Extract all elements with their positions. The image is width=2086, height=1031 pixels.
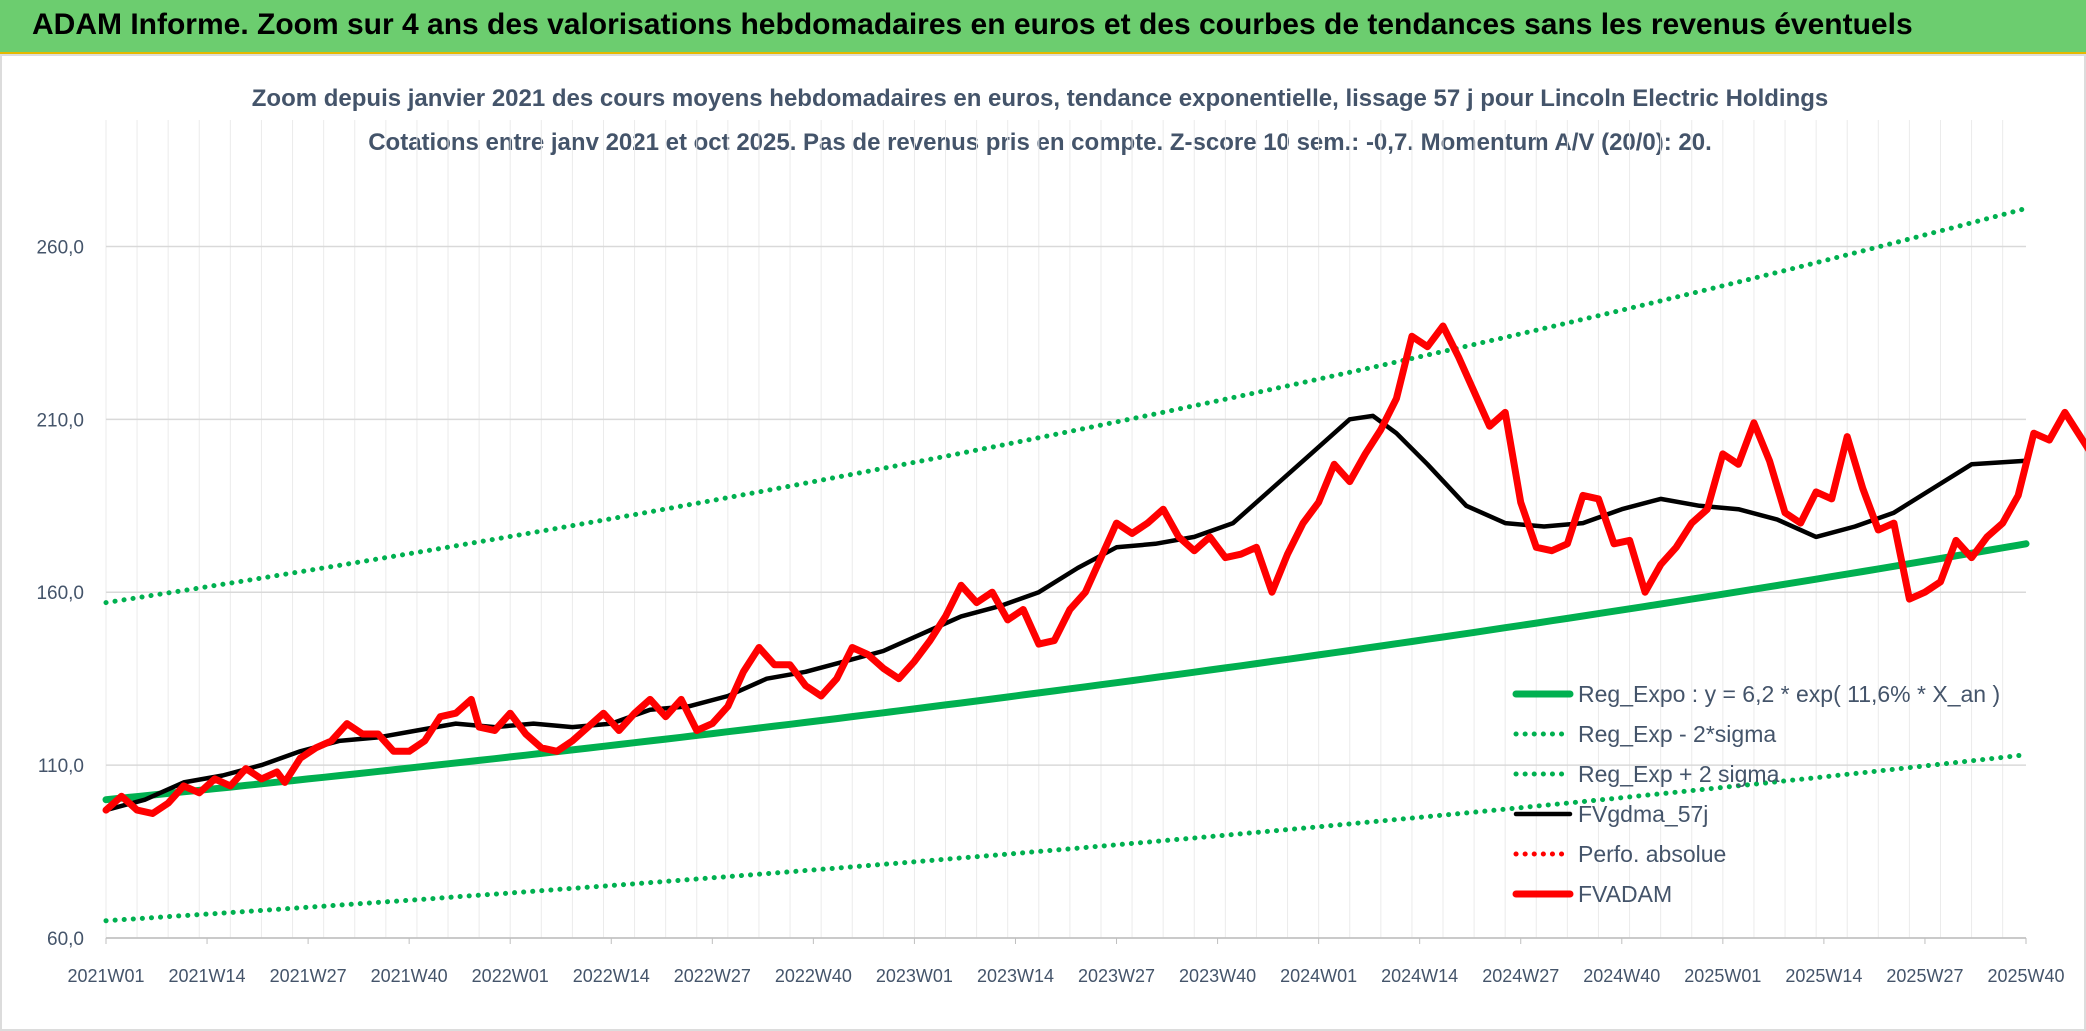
legend-label-4: Perfo. absolue — [1578, 841, 1726, 867]
x-tick-label: 2021W01 — [67, 966, 144, 986]
y-tick-label: 60,0 — [47, 929, 84, 950]
legend-label-1: Reg_Exp - 2*sigma — [1578, 721, 1776, 747]
x-tick-label: 2022W14 — [573, 966, 650, 986]
x-tick-label: 2024W40 — [1583, 966, 1660, 986]
x-tick-label: 2022W27 — [674, 966, 751, 986]
x-tick-label: 2025W40 — [1987, 966, 2064, 986]
report-banner: ADAM Informe. Zoom sur 4 ans des valoris… — [0, 0, 2086, 54]
x-tick-label: 2023W01 — [876, 966, 953, 986]
x-tick-label: 2021W27 — [270, 966, 347, 986]
legend-label-0: Reg_Expo : y = 6,2 * exp( 11,6% * X_an ) — [1578, 681, 2000, 707]
legend: Reg_Expo : y = 6,2 * exp( 11,6% * X_an )… — [1512, 681, 2000, 907]
chart-title-line-2: Cotations entre janv 2021 et oct 2025. P… — [368, 129, 1712, 156]
y-tick-label: 160,0 — [36, 583, 84, 604]
x-tick-label: 2025W01 — [1684, 966, 1761, 986]
x-tick-label: 2022W01 — [472, 966, 549, 986]
x-tick-label: 2023W27 — [1078, 966, 1155, 986]
y-tick-label: 260,0 — [36, 237, 84, 258]
grid: 60,0 110,0 160,0 210,0 260,0 2021W01 2021W14 20… — [36, 120, 2065, 986]
x-tick-label: 2022W40 — [775, 966, 852, 986]
banner-title: ADAM Informe. Zoom sur 4 ans des valoris… — [32, 8, 1913, 41]
x-tick-label: 2024W14 — [1381, 966, 1458, 986]
series-line-1 — [103, 752, 2029, 924]
x-tick-label: 2024W01 — [1280, 966, 1357, 986]
x-tick-label: 2021W40 — [371, 966, 448, 986]
chart-title-line-1: Zoom depuis janvier 2021 des cours moyen… — [252, 85, 1828, 112]
x-tick-label: 2025W27 — [1886, 966, 1963, 986]
legend-label-3: FVgdma_57j — [1578, 801, 1708, 827]
chart-frame — [0, 54, 2086, 1031]
x-tick-label: 2023W40 — [1179, 966, 1256, 986]
legend-label-5: FVADAM — [1578, 881, 1672, 907]
y-tick-label: 210,0 — [36, 410, 84, 431]
series-line-5 — [102, 322, 2086, 817]
x-tick-label: 2023W14 — [977, 966, 1054, 986]
series-line-0 — [102, 540, 2030, 804]
series-line-2 — [103, 205, 2029, 606]
x-tick-label: 2021W14 — [169, 966, 246, 986]
x-tick-label: 2024W27 — [1482, 966, 1559, 986]
y-tick-label: 110,0 — [38, 756, 84, 777]
x-tick-label: 2025W14 — [1785, 966, 1862, 986]
legend-label-2: Reg_Exp + 2 sigma — [1578, 761, 1780, 787]
series-group — [102, 205, 2086, 924]
